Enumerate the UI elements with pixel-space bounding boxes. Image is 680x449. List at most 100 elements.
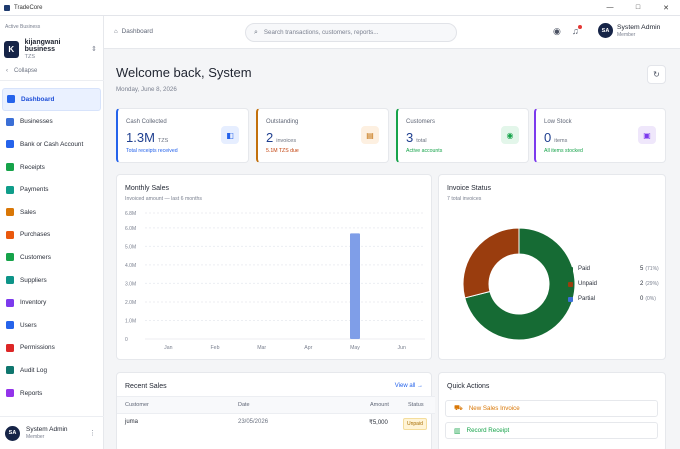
breadcrumb-label: Dashboard — [121, 28, 153, 35]
legend-swatch — [568, 281, 573, 287]
sidebar-nav: Dashboard Businesses Bank or Cash Account R… — [2, 88, 101, 404]
search-bar[interactable]: ⌕ — [245, 23, 457, 42]
bar-chart-icon — [6, 389, 14, 398]
grid-icon — [7, 95, 15, 104]
quick-action-record-receipt[interactable]: ▥ Record Receipt — [445, 422, 658, 439]
chevron-updown-icon: ⇕ — [91, 46, 97, 53]
users-icon: ◉ — [501, 126, 519, 144]
monthly-sales-card: Monthly Sales Invoiced amount — last 6 m… — [116, 174, 432, 360]
avatar: SA — [598, 23, 613, 38]
bell-icon[interactable]: ♫ — [572, 26, 579, 36]
stat-card-cash-collected[interactable]: Cash Collected 1.3M TZS Total receipts rece… — [116, 108, 249, 163]
sidebar-user[interactable]: SA System Admin Member ⋮ — [0, 416, 104, 449]
avatar: SA — [5, 425, 20, 441]
sidebar-item-sales[interactable]: Sales — [2, 201, 101, 224]
minimize-button[interactable]: — — [606, 4, 614, 11]
search-input[interactable] — [263, 29, 444, 36]
quick-action-label: Record Receipt — [466, 427, 510, 434]
chevron-left-icon: ‹ — [6, 68, 8, 74]
cell-customer: juma — [125, 419, 139, 425]
sidebar-item-purchases[interactable]: Purchases — [2, 224, 101, 247]
cart-icon: ⛟ — [454, 405, 463, 412]
eye-icon[interactable]: ◉ — [553, 26, 561, 36]
sidebar-item-receipts[interactable]: Receipts — [2, 156, 101, 179]
stat-subtext: 5.1M TZS due — [266, 148, 299, 154]
legend-percent: (0%) — [645, 296, 656, 302]
legend-label: Paid — [578, 266, 591, 272]
receipt-icon: ▥ — [454, 427, 461, 435]
sidebar-item-reports[interactable]: Reports — [2, 382, 101, 405]
window-titlebar: TradeCore — □ ✕ — [0, 0, 680, 16]
users-icon — [6, 253, 14, 262]
stat-card-low-stock[interactable]: Low Stock 0 items All items stocked ▣ — [534, 108, 666, 163]
y-tick-label: 6.8M — [125, 211, 136, 217]
business-logo: K — [4, 40, 19, 58]
stat-subtext: Total receipts received — [126, 148, 178, 154]
legend-label: Unpaid — [578, 281, 598, 287]
wallet-icon: ◧ — [221, 126, 239, 144]
monthly-sales-chart: 0 1.0M 2.0M 3.0M 4.0M 5.0M 6.0M 6.8M Jan Feb Mar Ap… — [125, 211, 425, 351]
stat-value: 2 invoices — [266, 130, 296, 145]
sidebar-item-users[interactable]: Users — [2, 314, 101, 337]
stat-subtext: All items stocked — [544, 148, 583, 154]
table-header: Customer Date Amount Status — [117, 396, 435, 414]
recent-sales-card: Recent Sales View all → Customer Date Am… — [116, 372, 435, 449]
table-row[interactable]: juma 23/05/2026 ₹5,000 Unpaid — [117, 414, 435, 434]
sidebar-item-inventory[interactable]: Inventory — [2, 291, 101, 314]
quick-action-new-sales-invoice[interactable]: ⛟ New Sales Invoice — [445, 400, 658, 417]
refresh-button[interactable]: ↻ — [647, 65, 666, 84]
sidebar-item-dashboard[interactable]: Dashboard — [2, 88, 101, 111]
header-user-menu[interactable]: SA System Admin Member — [598, 23, 660, 38]
shield-icon — [6, 343, 14, 352]
cart-icon — [6, 208, 14, 217]
sidebar-item-bank-or-cash-account[interactable]: Bank or Cash Account — [2, 133, 101, 156]
sidebar-item-label: Purchases — [20, 231, 51, 239]
status-badge: Unpaid — [403, 418, 427, 430]
search-icon: ⌕ — [254, 28, 258, 36]
sidebar-user-name: System Admin — [26, 426, 68, 433]
header-user-role: Member — [617, 31, 636, 38]
column-customer: Customer — [125, 402, 149, 408]
legend-percent: (71%) — [645, 266, 659, 272]
column-amount: Amount — [370, 402, 389, 408]
cell-amount: ₹5,000 — [369, 420, 388, 426]
notification-dot — [578, 25, 582, 29]
view-all-link[interactable]: View all → — [394, 383, 423, 389]
y-tick-label: 1.0M — [125, 318, 136, 324]
y-tick-label: 4.0M — [125, 263, 136, 269]
box-icon — [6, 298, 14, 307]
stat-label: Cash Collected — [126, 119, 167, 125]
sidebar-item-permissions[interactable]: Permissions — [2, 337, 101, 360]
stat-label: Low Stock — [544, 119, 572, 125]
sidebar-item-label: Dashboard — [21, 95, 55, 103]
stat-unit: total — [416, 138, 427, 144]
quick-action-label: New Sales Invoice — [468, 405, 520, 412]
sidebar-item-customers[interactable]: Customers — [2, 246, 101, 269]
sidebar-item-label: Sales — [20, 208, 36, 216]
legend-item-partial: Partial — [568, 296, 595, 302]
legend-count: 0 — [640, 296, 644, 302]
stat-card-outstanding[interactable]: Outstanding 2 invoices 5.1M TZS due ▤ — [256, 108, 389, 163]
close-button[interactable]: ✕ — [663, 4, 669, 12]
maximize-button[interactable]: □ — [635, 4, 641, 11]
bar-may[interactable] — [350, 233, 360, 339]
sidebar-item-audit-log[interactable]: Audit Log — [2, 359, 101, 382]
business-switcher[interactable]: K kijangwani business TZS ⇕ — [4, 36, 100, 62]
invoice-status-subtitle: 7 total invoices — [447, 196, 482, 202]
sidebar-item-label: Receipts — [20, 163, 45, 171]
app-name: TradeCore — [14, 4, 43, 11]
stat-number: 1.3M — [126, 130, 155, 145]
quick-actions-card: Quick Actions ⛟ New Sales Invoice ▥ Record … — [438, 372, 666, 449]
home-icon: ⌂ — [114, 28, 118, 35]
collapse-button[interactable]: ‹ Collapse — [6, 68, 37, 74]
history-icon — [6, 366, 14, 375]
stat-number: 3 — [406, 130, 414, 145]
sidebar-item-payments[interactable]: Payments — [2, 178, 101, 201]
more-vertical-icon[interactable]: ⋮ — [89, 430, 96, 437]
stat-card-customers[interactable]: Customers 3 total Active accounts ◉ — [396, 108, 529, 163]
sidebar-item-suppliers[interactable]: Suppliers — [2, 269, 101, 292]
stat-value: 3 total — [406, 130, 427, 145]
sidebar-item-businesses[interactable]: Businesses — [2, 111, 101, 134]
legend-label: Partial — [578, 296, 596, 302]
donut-slice-unpaid[interactable] — [462, 227, 520, 299]
